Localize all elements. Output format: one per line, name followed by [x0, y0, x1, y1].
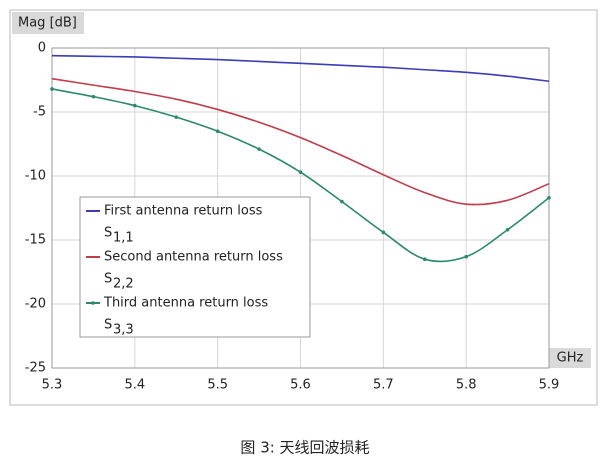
point-marker [381, 230, 386, 235]
point-marker [340, 199, 344, 204]
plot-area [51, 47, 550, 369]
legend-subscript: 1,1 [113, 231, 134, 246]
y-tick-label: 0 [38, 41, 46, 56]
point-marker [133, 103, 137, 108]
legend-box [79, 196, 311, 338]
chart-frame [9, 9, 598, 406]
legend-label: Third antenna return loss [103, 296, 268, 311]
x-tick-label: 5.4 [124, 378, 145, 393]
legend-symbol: S [104, 318, 112, 333]
series-line [51, 54, 550, 83]
legend-subscript: 3,3 [113, 323, 134, 338]
series-line [51, 77, 550, 206]
point-marker [50, 87, 54, 91]
y-label-box [12, 12, 84, 34]
legend-marker [91, 301, 95, 305]
point-marker [257, 147, 261, 151]
caption: 图 3: 天线回波损耗 [240, 439, 369, 457]
point-marker [174, 115, 179, 119]
point-marker [215, 129, 220, 133]
y-tick-label: -5 [33, 105, 46, 120]
y-tick-label: -20 [25, 297, 46, 312]
x-label-box [549, 348, 591, 368]
y-axis-label: Mag [dB] [18, 16, 77, 31]
x-tick-label: 5.6 [290, 378, 311, 393]
x-tick-label: 5.8 [456, 378, 477, 393]
x-axis-label: GHz [557, 351, 584, 366]
y-tick-label: -10 [25, 169, 46, 184]
x-tick-label: 5.7 [373, 378, 394, 393]
y-tick-label: -25 [25, 361, 46, 376]
legend-label: First antenna return loss [104, 204, 263, 219]
point-marker [91, 94, 96, 99]
point-marker [464, 254, 468, 259]
point-marker [422, 257, 427, 262]
legend-subscript: 2,2 [113, 277, 134, 292]
legend-symbol: S [104, 226, 112, 241]
legend-symbol: S [104, 272, 112, 287]
x-tick-label: 5.9 [539, 378, 560, 393]
point-marker [298, 170, 303, 174]
x-tick-label: 5.3 [42, 378, 63, 393]
x-tick-label: 5.5 [207, 378, 228, 393]
legend-label: Second antenna return loss [104, 250, 283, 265]
y-tick-label: -15 [25, 233, 46, 248]
point-marker [547, 195, 551, 200]
point-marker [505, 227, 510, 232]
